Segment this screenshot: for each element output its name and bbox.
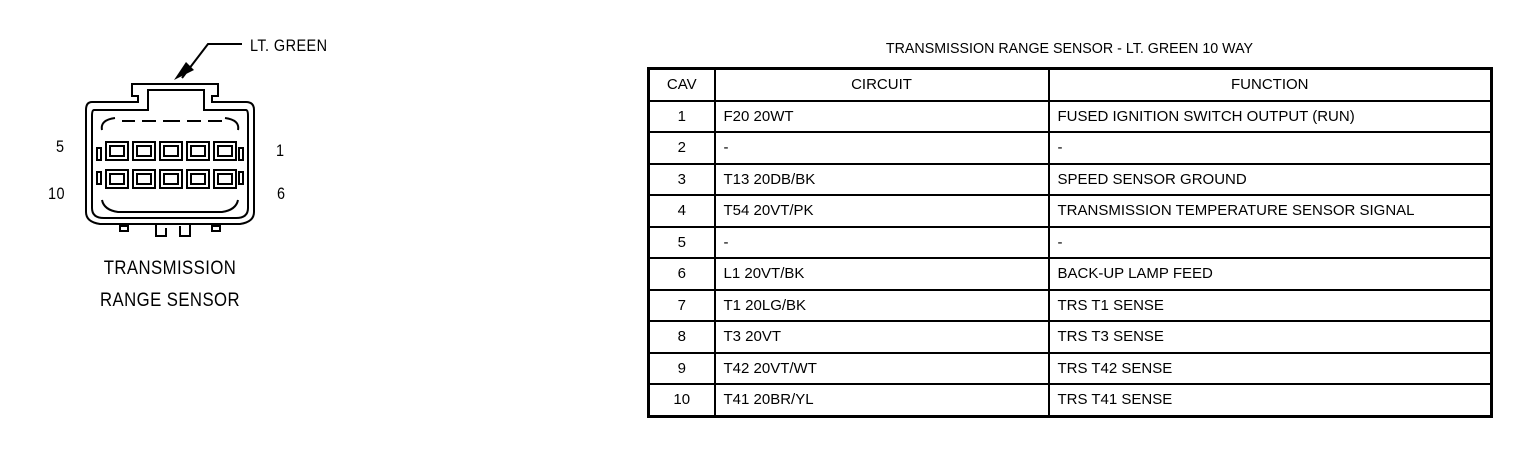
cell-cav: 6 [647,257,716,291]
pin-label-1: 1 [276,141,285,160]
header-function: FUNCTION [1047,67,1493,102]
table-row: 7 T1 20LG/BK TRS T1 SENSE [647,288,1493,322]
cell-circuit: F20 20WT [713,99,1050,133]
table-row: 6 L1 20VT/BK BACK-UP LAMP FEED [647,257,1493,291]
cavity-inner [109,173,125,185]
cell-cav: 9 [647,351,716,385]
cavity [132,169,156,189]
cavity [132,141,156,161]
wire-color-label: LT. GREEN [250,36,328,55]
cell-circuit: T1 20LG/BK [713,288,1050,322]
table-row: 5-- [647,225,1493,259]
cell-function: TRS T41 SENSE [1047,383,1493,417]
cavity-inner [190,173,206,185]
cell-cav: 5 [647,225,716,259]
connector-drawing [85,43,255,237]
cell-function: SPEED SENSOR GROUND [1047,162,1493,196]
cell-circuit: T13 20DB/BK [713,162,1050,196]
cavity-inner [163,173,179,185]
cell-circuit: T42 20VT/WT [713,351,1050,385]
cell-function: FUSED IGNITION SWITCH OUTPUT (RUN) [1047,99,1493,133]
cavity [186,169,210,189]
cell-cav: 8 [647,320,716,354]
cell-cav: 1 [647,99,716,133]
cell-function: TRS T3 SENSE [1047,320,1493,354]
cell-circuit: T41 20BR/YL [713,383,1050,417]
pin-label-10: 10 [48,184,65,203]
cell-cav: 2 [647,131,716,165]
cell-circuit: - [713,131,1050,165]
table-row: 2-- [647,131,1493,165]
pin-label-5: 5 [56,137,65,156]
table-row: 3 T13 20DB/BK SPEED SENSOR GROUND [647,162,1493,196]
cell-cav: 10 [647,383,716,417]
cavity [105,169,129,189]
cell-function: TRS T42 SENSE [1047,351,1493,385]
pin-label-6: 6 [277,184,286,203]
cell-circuit: - [713,225,1050,259]
cavity-inner [163,145,179,157]
table-row: 1 F20 20WT FUSED IGNITION SWITCH OUTPUT (R… [647,99,1493,133]
cavity-inner [217,145,233,157]
cavity [159,169,183,189]
cell-cav: 4 [647,194,716,228]
cavity-inner [190,145,206,157]
cell-circuit: T3 20VT [713,320,1050,354]
header-cav: CAV [647,67,716,102]
cavity [213,169,237,189]
cell-function: BACK-UP LAMP FEED [1047,257,1493,291]
cavity-inner [217,173,233,185]
cavity-inner [109,145,125,157]
connector-caption-line2: RANGE SENSOR [99,290,241,311]
cavity [159,141,183,161]
cavity [105,141,129,161]
table-row: 9 T42 20VT/WT TRS T42 SENSE [647,351,1493,385]
cell-function: TRANSMISSION TEMPERATURE SENSOR SIGNAL [1047,194,1493,228]
header-circuit: CIRCUIT [713,67,1050,102]
table-title: TRANSMISSION RANGE SENSOR - LT. GREEN 10… [885,40,1254,57]
table-row: 10 T41 20BR/YL TRS T41 SENSE [647,383,1493,417]
table-row: 8 T3 20VT TRS T3 SENSE [647,320,1493,354]
cell-function: TRS T1 SENSE [1047,288,1493,322]
connector-caption-line1: TRANSMISSION [103,258,237,279]
cell-cav: 3 [647,162,716,196]
cavity [186,141,210,161]
table-header-row: CAV CIRCUIT FUNCTION [647,67,1493,102]
cell-cav: 7 [647,288,716,322]
cell-function: - [1047,225,1493,259]
cavity [213,141,237,161]
cell-circuit: T54 20VT/PK [713,194,1050,228]
cavity-inner [136,145,152,157]
table-row: 4 T54 20VT/PK TRANSMISSION TEMPERATURE SEN… [647,194,1493,228]
cell-circuit: L1 20VT/BK [713,257,1050,291]
pinout-table: CAV CIRCUIT FUNCTION 1 F20 20WT FUSED IGNI… [647,67,1493,418]
cell-function: - [1047,131,1493,165]
cavity-inner [136,173,152,185]
